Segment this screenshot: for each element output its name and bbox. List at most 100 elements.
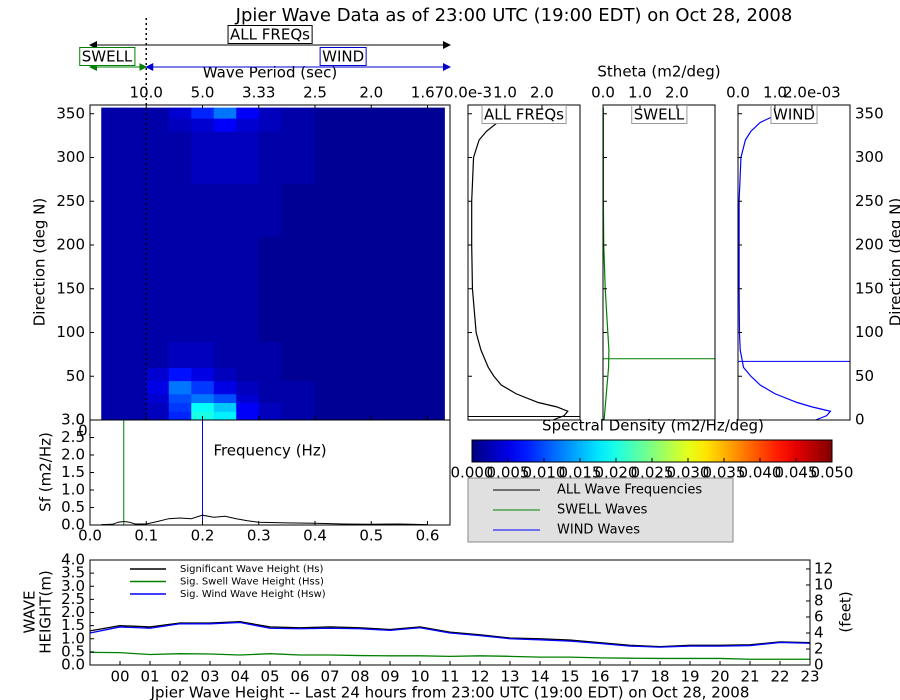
x-tick-label: 01	[140, 668, 159, 686]
heat-cell	[191, 367, 215, 382]
panel-title-box	[770, 105, 818, 124]
heat-cell	[371, 367, 445, 382]
heat-cell	[168, 288, 192, 342]
y-tick-label: 2.0	[61, 603, 85, 621]
heat-cell	[168, 183, 192, 237]
heat-cell	[315, 131, 372, 185]
heat-cell	[258, 411, 282, 421]
heat-cell	[213, 118, 237, 132]
heat-cell	[258, 236, 282, 290]
x-tick-label: 0.3	[247, 527, 271, 545]
heat-cell	[168, 380, 192, 395]
heat-cell	[371, 118, 445, 132]
x-tick-label: 08	[350, 668, 369, 686]
range-label-box	[79, 47, 136, 66]
heat-cell	[213, 288, 237, 342]
heat-cell	[315, 107, 372, 119]
heat-cell	[123, 380, 147, 395]
heat-cell	[281, 236, 316, 290]
chart-title: Jpier Wave Data as of 23:00 UTC (19:00 E…	[235, 5, 793, 26]
heat-cell	[101, 183, 125, 237]
heat-cell	[315, 411, 372, 421]
y-tick-label: 100	[855, 323, 884, 341]
x-tick-label: 12	[470, 668, 489, 686]
heat-cell	[191, 288, 215, 342]
x-tick-label: 13	[500, 668, 519, 686]
heat-cell	[213, 393, 237, 403]
heat-cell	[101, 393, 125, 403]
height-axis-label: WAVE	[21, 590, 39, 633]
heat-cell	[191, 107, 215, 119]
heat-cell	[123, 288, 147, 342]
heat-cell	[371, 393, 445, 403]
y-tick-label: 1.5	[61, 616, 85, 634]
y-tick-label: 250	[56, 192, 85, 210]
x2-tick-label: 2.5	[303, 84, 327, 102]
heat-cell	[101, 411, 125, 421]
height-line	[89, 651, 810, 660]
heat-cell	[191, 393, 215, 403]
x-tick-label: 17	[620, 668, 639, 686]
panel-title-box	[481, 105, 567, 124]
heat-cell	[168, 341, 192, 368]
heat-cell	[281, 411, 316, 421]
heat-cell	[258, 118, 282, 132]
range-label: ALL FREQs	[230, 26, 310, 44]
direction-profile	[738, 107, 832, 421]
heat-cell	[213, 183, 237, 237]
heat-cell	[315, 118, 372, 132]
heat-cell	[101, 118, 125, 132]
legend-label: Sig. Wind Wave Height (Hsw)	[180, 589, 326, 600]
y-tick-label: 3.0	[61, 411, 85, 429]
heat-cell	[168, 107, 192, 119]
y-tick-label: 0.5	[61, 642, 85, 660]
heat-cell	[101, 288, 125, 342]
x-tick-label: 0.6	[416, 527, 440, 545]
heat-cell	[168, 402, 192, 412]
x-tick-label: 14	[530, 668, 549, 686]
x-tick-label: 18	[650, 668, 669, 686]
colorbar-tick-label: 0.020	[595, 464, 638, 482]
x-tick-label: 0.0	[591, 84, 615, 102]
heat-cell	[168, 393, 192, 403]
x-tick-label: 0.0	[726, 84, 750, 102]
heat-cell	[213, 131, 237, 185]
colorbar-tick-label: 0.040	[739, 464, 782, 482]
panel-title: WIND	[773, 106, 815, 124]
y-tick-label: 4.0	[61, 551, 85, 569]
heat-cell	[281, 131, 316, 185]
x-tick-label: 22	[770, 668, 789, 686]
direction-profile	[471, 107, 569, 421]
heat-cell	[315, 183, 372, 237]
y2-tick-label: 2	[814, 639, 824, 657]
y-tick-label: 350	[56, 104, 85, 122]
heat-cell	[101, 341, 125, 368]
profile-axis-label: Stheta (m2/deg)	[597, 63, 720, 81]
panel-background	[738, 105, 850, 420]
heat-cell	[123, 411, 147, 421]
y2-tick-label: 8	[814, 591, 824, 609]
heat-cell	[213, 380, 237, 395]
heat-cell	[236, 183, 260, 237]
x2-tick-label: 10.0	[130, 84, 163, 102]
colorbar-tick-label: 0.015	[559, 464, 602, 482]
panel-background	[603, 105, 715, 420]
heat-cell	[213, 107, 237, 119]
heat-cell	[101, 107, 125, 119]
y-tick-label: 150	[855, 279, 884, 297]
heat-cell	[146, 107, 170, 119]
heat-cell	[315, 288, 372, 342]
heat-cell	[191, 380, 215, 395]
heat-cell	[258, 183, 282, 237]
y-tick-label: 300	[855, 148, 884, 166]
x2-axis-label: Wave Period (sec)	[203, 64, 337, 82]
height-axis-label: HEIGHT(m)	[37, 570, 55, 654]
heat-cell	[191, 411, 215, 421]
heat-cell	[236, 341, 260, 368]
heat-cell	[191, 236, 215, 290]
colorbar-label: Spectral Density (m2/Hz/deg)	[542, 417, 764, 435]
heat-cell	[146, 131, 170, 185]
heat-cell	[236, 402, 260, 412]
heat-cell	[213, 341, 237, 368]
heat-cell	[371, 107, 445, 119]
